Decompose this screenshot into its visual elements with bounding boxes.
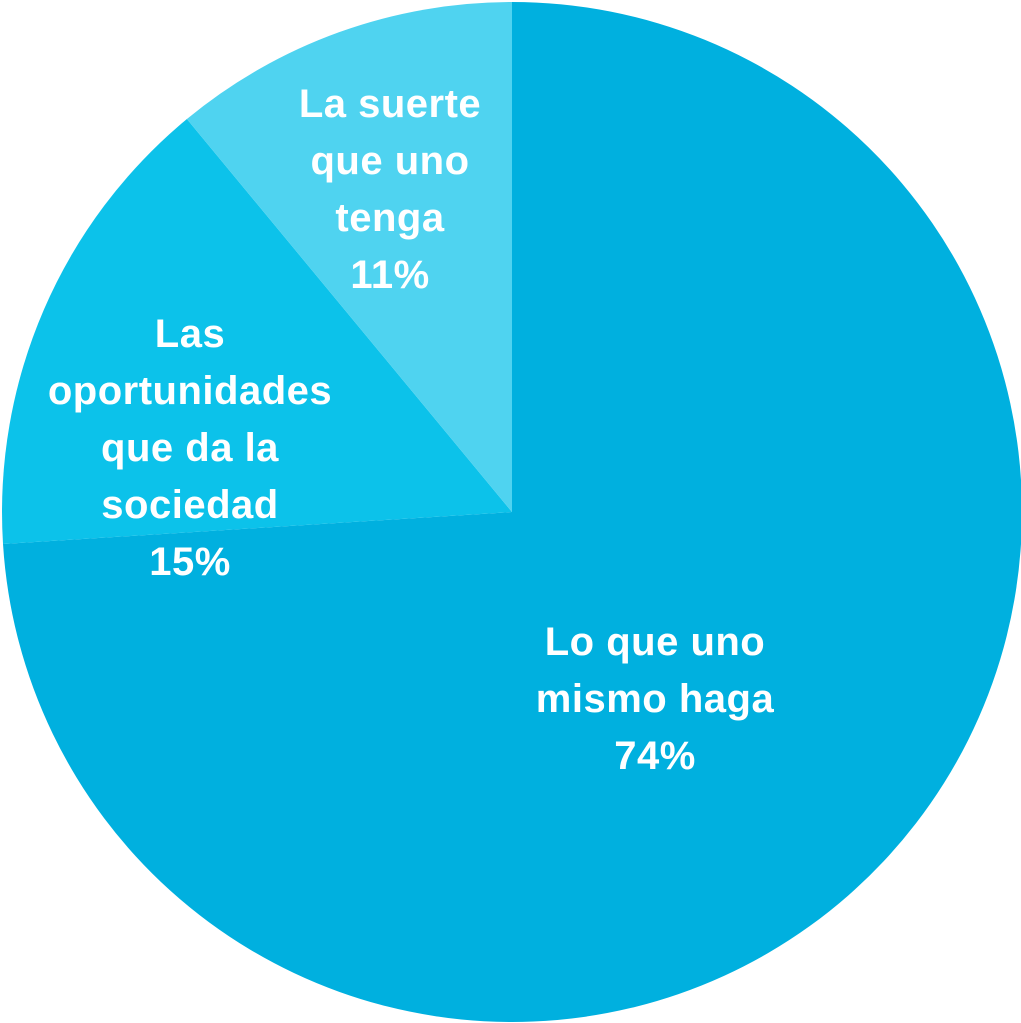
pie-slice-1 — [2, 119, 512, 545]
slice-label-1: Las oportunidades que da la sociedad 15% — [48, 312, 332, 584]
slice-label-0: Lo que uno mismo haga 74% — [536, 620, 775, 778]
slice-category-label: Lo que uno — [545, 620, 766, 664]
slice-category-label: sociedad — [101, 483, 278, 527]
pie-labels: Lo que uno mismo haga 74% Las oportunidades q… — [48, 82, 775, 778]
slice-category-label: tenga — [335, 196, 444, 240]
slice-value-label: 74% — [614, 734, 696, 778]
slice-category-label: Las — [155, 312, 225, 356]
slice-category-label: oportunidades — [48, 369, 332, 413]
slice-category-label: que uno — [310, 139, 469, 183]
pie-slice-0 — [3, 2, 1021, 1022]
slice-value-label: 15% — [149, 540, 231, 584]
slice-label-2: La suerte que uno tenga 11% — [299, 82, 481, 297]
slice-category-label: La suerte — [299, 82, 481, 126]
slice-category-label: mismo haga — [536, 677, 775, 721]
slice-value-label: 11% — [350, 253, 429, 297]
slice-category-label: que da la — [101, 426, 279, 470]
pie-slice-2 — [186, 2, 512, 512]
